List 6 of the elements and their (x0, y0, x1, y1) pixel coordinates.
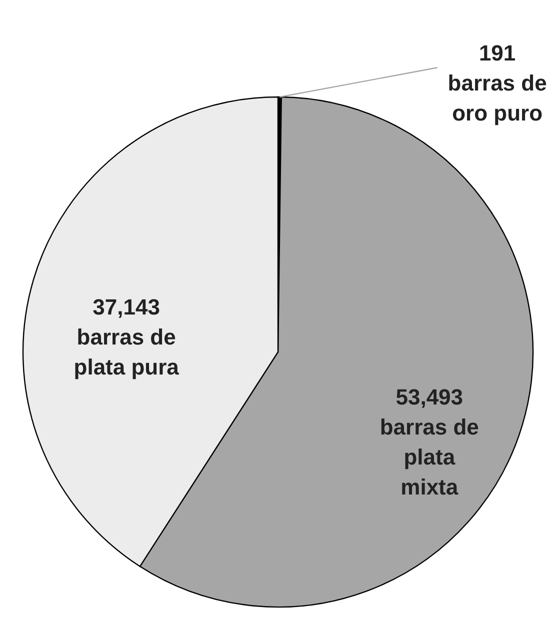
slice-label: barras de oro puro (448, 70, 547, 126)
slice-label: barras de plata mixta (380, 414, 479, 500)
slice-label: barras de plata pura (74, 324, 180, 380)
data-label: 191 (478, 40, 516, 66)
data-label: 37,143 (92, 294, 160, 320)
data-label: 53,493 (396, 384, 464, 410)
